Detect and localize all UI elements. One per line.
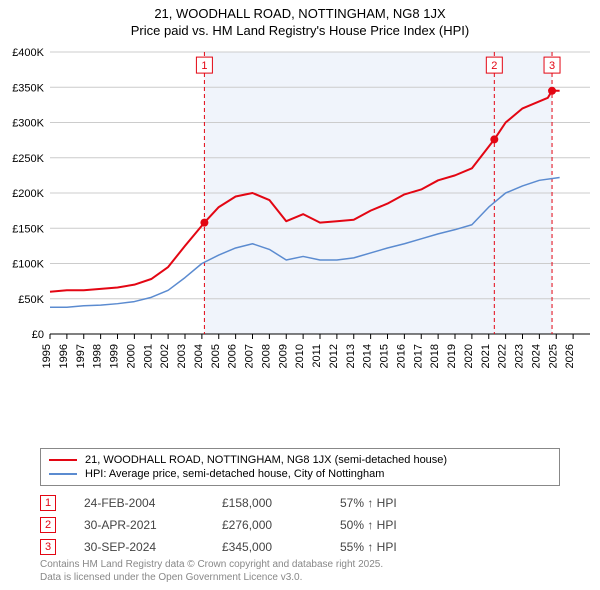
svg-text:£0: £0 <box>32 329 44 341</box>
svg-text:2003: 2003 <box>176 344 188 368</box>
footer-line1: Contains HM Land Registry data © Crown c… <box>40 558 383 571</box>
svg-text:2012: 2012 <box>328 344 340 368</box>
marker-price-1: £158,000 <box>222 496 312 510</box>
svg-text:2010: 2010 <box>294 344 306 368</box>
marker-hpi-1: 57% ↑ HPI <box>340 496 430 510</box>
svg-text:2014: 2014 <box>362 344 374 368</box>
svg-text:2023: 2023 <box>514 344 526 368</box>
marker-number-1: 1 <box>40 495 56 511</box>
legend-swatch-hpi <box>49 473 77 475</box>
svg-text:£150K: £150K <box>12 223 44 235</box>
svg-text:1996: 1996 <box>58 344 70 368</box>
marker-table: 1 24-FEB-2004 £158,000 57% ↑ HPI 2 30-AP… <box>40 492 430 558</box>
svg-text:1: 1 <box>201 60 207 72</box>
svg-text:2017: 2017 <box>412 344 424 368</box>
legend-box: 21, WOODHALL ROAD, NOTTINGHAM, NG8 1JX (… <box>40 448 560 486</box>
svg-text:£400K: £400K <box>12 47 44 59</box>
svg-text:2000: 2000 <box>125 344 137 368</box>
svg-text:2013: 2013 <box>345 344 357 368</box>
marker-hpi-3: 55% ↑ HPI <box>340 540 430 554</box>
chart-area: £0 £50K £100K £150K £200K £250K £300K £350K £400… <box>0 44 600 404</box>
legend-row-hpi: HPI: Average price, semi-detached house,… <box>49 467 551 481</box>
marker-hpi-2: 50% ↑ HPI <box>340 518 430 532</box>
svg-text:£100K: £100K <box>12 259 44 271</box>
marker-price-3: £345,000 <box>222 540 312 554</box>
line-chart-svg: £0 £50K £100K £150K £200K £250K £300K £350K £400… <box>0 44 600 404</box>
svg-text:2024: 2024 <box>530 344 542 368</box>
svg-text:2021: 2021 <box>480 344 492 368</box>
marker-price-2: £276,000 <box>222 518 312 532</box>
svg-text:2002: 2002 <box>159 344 171 368</box>
svg-text:2011: 2011 <box>311 344 323 368</box>
svg-text:£350K: £350K <box>12 82 44 94</box>
svg-text:2004: 2004 <box>193 344 205 368</box>
marker-row-1: 1 24-FEB-2004 £158,000 57% ↑ HPI <box>40 492 430 514</box>
legend-label-subject: 21, WOODHALL ROAD, NOTTINGHAM, NG8 1JX (… <box>85 454 447 466</box>
svg-text:2026: 2026 <box>564 344 576 368</box>
svg-text:3: 3 <box>549 60 555 72</box>
svg-text:2015: 2015 <box>379 344 391 368</box>
svg-text:2006: 2006 <box>227 344 239 368</box>
svg-text:1998: 1998 <box>92 344 104 368</box>
svg-text:1995: 1995 <box>41 344 53 368</box>
svg-text:2: 2 <box>491 60 497 72</box>
svg-text:2016: 2016 <box>395 344 407 368</box>
svg-text:1999: 1999 <box>109 344 121 368</box>
marker-date-3: 30-SEP-2024 <box>84 540 194 554</box>
svg-text:2001: 2001 <box>142 344 154 368</box>
svg-text:2025: 2025 <box>547 344 559 368</box>
marker-row-3: 3 30-SEP-2024 £345,000 55% ↑ HPI <box>40 536 430 558</box>
svg-text:2020: 2020 <box>463 344 475 368</box>
footer-attribution: Contains HM Land Registry data © Crown c… <box>40 558 383 584</box>
svg-text:2018: 2018 <box>429 344 441 368</box>
svg-text:2008: 2008 <box>260 344 272 368</box>
svg-text:2005: 2005 <box>210 344 222 368</box>
svg-text:2009: 2009 <box>277 344 289 368</box>
svg-text:£300K: £300K <box>12 118 44 130</box>
svg-text:2022: 2022 <box>497 344 509 368</box>
footer-line2: Data is licensed under the Open Governme… <box>40 571 383 584</box>
svg-text:£200K: £200K <box>12 188 44 200</box>
legend-label-hpi: HPI: Average price, semi-detached house,… <box>85 468 384 480</box>
svg-text:£50K: £50K <box>18 294 44 306</box>
legend-row-subject: 21, WOODHALL ROAD, NOTTINGHAM, NG8 1JX (… <box>49 453 551 467</box>
chart-title-line2: Price paid vs. HM Land Registry's House … <box>0 23 600 38</box>
marker-number-2: 2 <box>40 517 56 533</box>
svg-text:2019: 2019 <box>446 344 458 368</box>
marker-date-2: 30-APR-2021 <box>84 518 194 532</box>
marker-number-3: 3 <box>40 539 56 555</box>
svg-text:2007: 2007 <box>244 344 256 368</box>
marker-row-2: 2 30-APR-2021 £276,000 50% ↑ HPI <box>40 514 430 536</box>
svg-text:1997: 1997 <box>75 344 87 368</box>
marker-date-1: 24-FEB-2004 <box>84 496 194 510</box>
legend-swatch-subject <box>49 459 77 461</box>
chart-title-line1: 21, WOODHALL ROAD, NOTTINGHAM, NG8 1JX <box>0 0 600 23</box>
svg-text:£250K: £250K <box>12 153 44 165</box>
